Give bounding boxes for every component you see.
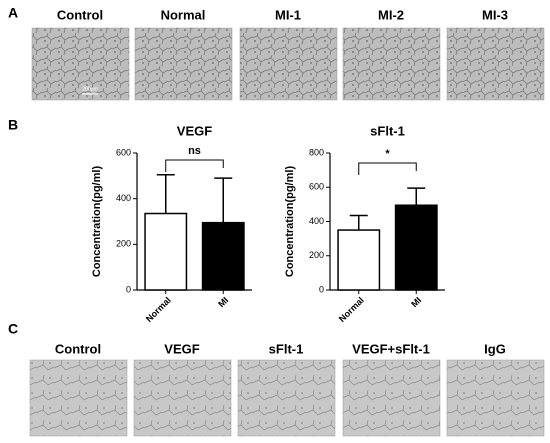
image-label: MI-3	[482, 7, 508, 22]
significance-label: ns	[188, 145, 201, 157]
image-label: Normal	[161, 7, 206, 22]
image-label: MI-2	[378, 7, 404, 22]
charts: VEGF Concentration(pg/ml) 0 200 400 600 Normal…	[91, 123, 445, 324]
bar	[201, 221, 245, 291]
y-tick-label: 600	[309, 182, 324, 192]
micrograph	[133, 359, 232, 437]
significance-label: *	[385, 148, 390, 160]
image-label: sFlt-1	[269, 341, 304, 356]
image-label: Control	[57, 7, 103, 22]
panel-label: A	[8, 5, 18, 21]
bar	[144, 212, 188, 291]
micrograph	[446, 359, 545, 437]
scale-bar-label: 200μm	[82, 86, 97, 92]
chart-title: sFlt-1	[370, 123, 405, 138]
micrograph	[342, 27, 441, 101]
y-tick-label: 800	[309, 147, 324, 157]
micrograph	[29, 359, 128, 437]
significance-bracket	[165, 159, 224, 172]
y-axis-label: Concentration(pg/ml)	[284, 166, 296, 278]
y-tick-label: 200	[309, 250, 324, 260]
y-tick-label: 400	[309, 216, 324, 226]
image-label: Control	[55, 341, 101, 356]
y-tick-label: 600	[116, 147, 131, 157]
y-tick-label: 0	[126, 284, 131, 294]
panel-label: B	[8, 117, 18, 133]
micrograph	[134, 27, 233, 101]
x-tick-label: MI	[216, 295, 230, 309]
micrograph	[31, 27, 130, 101]
image-label: IgG	[484, 341, 506, 356]
x-tick-label: Normal	[144, 295, 173, 324]
y-tick-label: 400	[116, 193, 131, 203]
micrograph	[239, 27, 338, 101]
bar	[394, 204, 438, 291]
image-label: VEGF	[164, 341, 199, 356]
micrograph	[446, 27, 545, 101]
y-tick-label: 200	[116, 239, 131, 249]
panel-label: C	[8, 321, 18, 337]
bar	[337, 229, 381, 291]
image-label: MI-1	[275, 7, 301, 22]
y-tick-label: 0	[319, 284, 324, 294]
x-tick-label: Normal	[337, 295, 366, 324]
y-axis-label: Concentration(pg/ml)	[91, 166, 103, 278]
x-tick-label: MI	[409, 295, 423, 309]
micrograph	[342, 359, 441, 437]
micrograph	[237, 359, 336, 437]
significance-bracket	[358, 162, 417, 175]
image-label: VEGF+sFlt-1	[352, 341, 430, 356]
chart-title: VEGF	[177, 123, 212, 138]
